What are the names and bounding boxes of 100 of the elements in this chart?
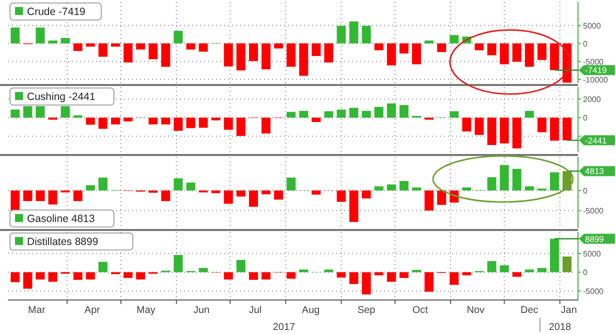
bar: [174, 178, 183, 190]
annotation: -7419: [585, 65, 608, 76]
x-tick-label: Apr: [84, 305, 101, 316]
bar: [336, 26, 346, 44]
bar: [73, 43, 82, 51]
y-tick-label: -5000: [583, 286, 604, 296]
bar: [524, 43, 534, 67]
bar: [374, 272, 384, 276]
bar: [236, 118, 246, 136]
bar: [474, 43, 484, 50]
bar: [286, 272, 296, 279]
bar: [124, 272, 133, 278]
bar: [512, 168, 522, 190]
bar: [512, 43, 522, 62]
bar: [198, 268, 208, 272]
bar: [236, 43, 246, 70]
bar: [98, 118, 108, 129]
x-tick-label: Sep: [357, 305, 376, 316]
bar: [450, 35, 459, 44]
bar: [248, 43, 258, 62]
bar: [98, 178, 108, 190]
bar: [299, 43, 308, 76]
bar: [274, 43, 284, 48]
y-tick-label: 0: [583, 186, 588, 196]
bar: [60, 38, 70, 44]
y-tick-label: 2000: [583, 95, 602, 104]
y-tick-label: -10000: [583, 75, 608, 84]
bar: [198, 118, 208, 128]
bar: [487, 43, 496, 56]
bar: [224, 190, 233, 204]
bar: [324, 43, 334, 62]
bar: [286, 112, 296, 118]
bar: [224, 272, 233, 280]
bar: [111, 43, 120, 47]
x-tick-label: Jun: [193, 305, 210, 316]
bar: [349, 21, 358, 44]
annotation: -2441: [585, 135, 608, 146]
annotation: 4813: [585, 166, 604, 176]
bar: [161, 43, 170, 67]
legend-label: Distillates 8899: [27, 236, 98, 248]
legend-label: Crude -7419: [27, 6, 86, 18]
bar: [211, 190, 220, 194]
bar: [174, 254, 183, 272]
bar: [374, 43, 384, 50]
x-tick-label: Jan: [560, 305, 577, 316]
bar: [248, 272, 258, 280]
bar: [412, 187, 422, 190]
bar: [474, 118, 484, 135]
bar: [299, 270, 308, 272]
bar: [48, 40, 58, 44]
bar: [36, 106, 45, 118]
bar: [224, 118, 233, 130]
bar: [487, 261, 496, 272]
bar: [362, 110, 371, 118]
bar: [48, 190, 58, 205]
bar: [186, 43, 196, 50]
bar: [236, 190, 246, 197]
bar: [362, 272, 371, 294]
bar: [524, 186, 534, 190]
bar: [148, 118, 158, 124]
bar: [399, 272, 408, 278]
bar: [86, 272, 95, 280]
bar: [10, 272, 20, 282]
bar: [437, 190, 446, 205]
bar: [73, 190, 82, 202]
bar: [211, 118, 220, 120]
bar: [537, 43, 546, 60]
x-tick-label: Dec: [520, 305, 538, 316]
bar: [386, 103, 396, 118]
bar: [336, 190, 346, 202]
bar: [23, 106, 32, 118]
bar: [86, 185, 95, 190]
bar: [412, 43, 422, 64]
bar: [186, 118, 196, 128]
y-tick-label: -5000: [583, 206, 604, 216]
bar: [262, 190, 271, 194]
bar: [274, 190, 284, 200]
bar: [236, 260, 246, 272]
bar: [487, 177, 496, 190]
bar: [462, 187, 472, 190]
bar: [198, 43, 208, 52]
y-tick-label: 5000: [583, 21, 602, 30]
bar: [374, 106, 384, 118]
y-tick-label: 0: [583, 268, 588, 278]
bar: [98, 43, 108, 57]
bar: [299, 110, 308, 118]
bar: [36, 190, 45, 202]
bar: [550, 43, 559, 70]
bar: [262, 272, 271, 280]
bar: [500, 265, 509, 272]
bar: [336, 272, 346, 278]
annotation: 8899: [585, 234, 604, 244]
bar: [36, 272, 45, 280]
bar: [349, 108, 358, 118]
bar: [550, 172, 559, 190]
text: 2017: [272, 322, 296, 333]
bar: [374, 186, 384, 190]
bar: [312, 190, 321, 195]
bar: [550, 118, 559, 141]
bar: [23, 272, 32, 289]
